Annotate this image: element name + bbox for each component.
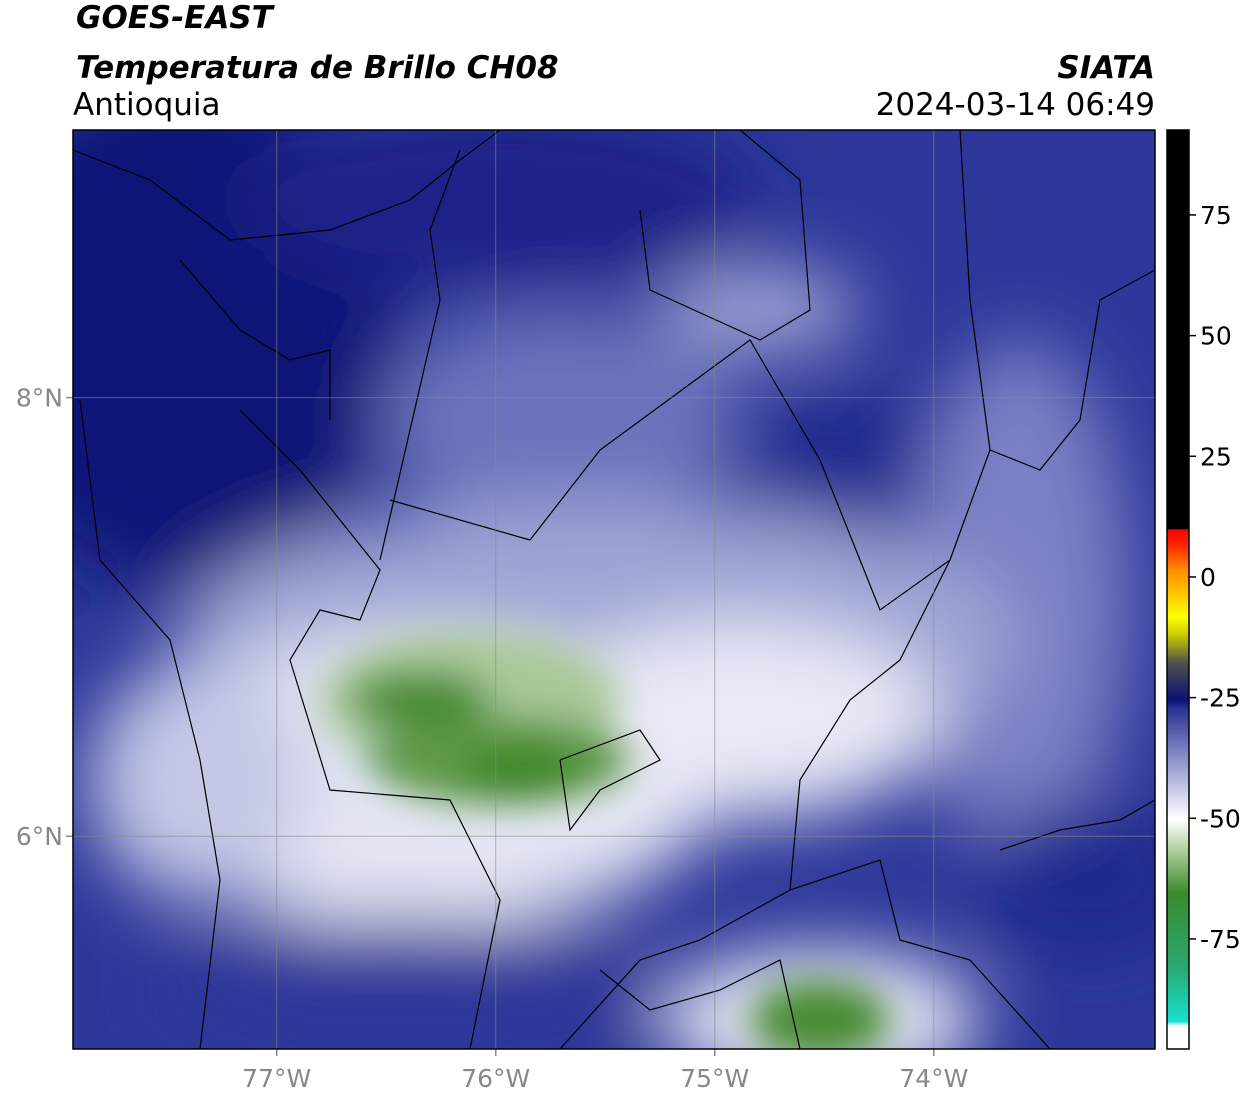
colorbar: [1166, 129, 1190, 1050]
colorbar-tick-label: 75: [1200, 201, 1232, 230]
colorbar-tick-label: 25: [1200, 442, 1232, 471]
lon-tick-label: 76°W: [461, 1064, 530, 1093]
map-image: [73, 130, 1155, 1049]
lat-tick-label: 8°N: [16, 384, 63, 413]
title: GOES-EAST: [76, 0, 276, 36]
map-frame: [72, 129, 1156, 1050]
lon-tick-label: 77°W: [242, 1064, 311, 1093]
graticule: 77°W 76°W 75°W 74°W 6°N 8°N: [16, 130, 1155, 1093]
region: Antioquia: [73, 87, 221, 123]
colorbar-tick-label: 50: [1200, 322, 1232, 351]
source: SIATA: [1057, 50, 1155, 86]
lon-tick-label: 74°W: [899, 1064, 968, 1093]
colorbar-tick-label: -50: [1200, 804, 1241, 833]
subtitle: Temperatura de Brillo CH08: [76, 50, 559, 86]
colorbar-tick-label: 0: [1200, 563, 1216, 592]
timestamp: 2024-03-14 06:49: [876, 87, 1155, 123]
colorbar-tick-label: -25: [1200, 684, 1241, 713]
colorbar-axis: 75 50 25 0 -25 -50 -75: [1189, 201, 1241, 954]
lat-tick-label: 6°N: [16, 822, 63, 851]
colorbar-tick-label: -75: [1200, 925, 1241, 954]
lon-tick-label: 75°W: [680, 1064, 749, 1093]
